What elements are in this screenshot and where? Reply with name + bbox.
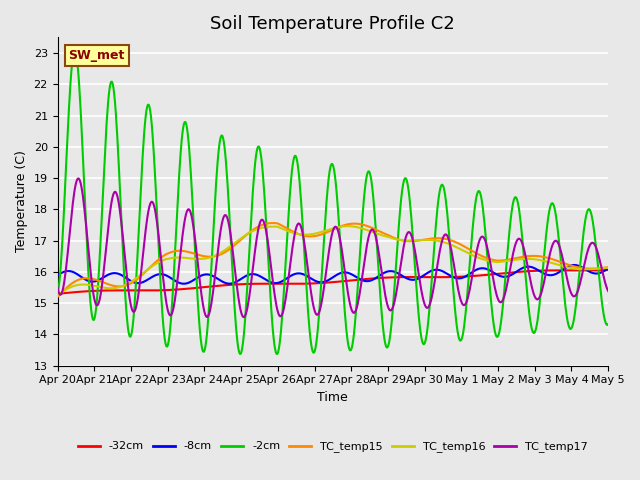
-8cm — [180, 281, 188, 287]
-8cm — [401, 274, 408, 280]
-32cm — [54, 291, 61, 297]
X-axis label: Time: Time — [317, 391, 348, 404]
TC_temp15 — [604, 264, 612, 270]
TC_temp16 — [205, 255, 213, 261]
TC_temp16 — [417, 237, 424, 243]
-8cm — [120, 274, 128, 279]
-32cm — [604, 267, 612, 273]
-8cm — [63, 268, 71, 274]
Line: TC_temp15: TC_temp15 — [58, 223, 608, 297]
TC_temp17 — [417, 288, 425, 293]
Line: TC_temp17: TC_temp17 — [58, 179, 608, 317]
-2cm — [121, 287, 129, 293]
TC_temp15 — [205, 254, 213, 260]
-2cm — [237, 351, 244, 357]
Line: TC_temp16: TC_temp16 — [58, 226, 608, 296]
-32cm — [400, 274, 408, 280]
-32cm — [176, 287, 184, 292]
Legend: -32cm, -8cm, -2cm, TC_temp15, TC_temp16, TC_temp17: -32cm, -8cm, -2cm, TC_temp15, TC_temp16,… — [73, 437, 593, 457]
TC_temp17 — [177, 247, 185, 252]
TC_temp15 — [269, 220, 276, 226]
TC_temp16 — [120, 283, 128, 288]
TC_temp17 — [63, 252, 71, 258]
-2cm — [401, 175, 409, 181]
Line: -32cm: -32cm — [58, 270, 608, 294]
TC_temp17 — [121, 254, 129, 260]
TC_temp17 — [54, 285, 61, 290]
-32cm — [120, 288, 128, 293]
TC_temp16 — [344, 223, 351, 229]
Title: Soil Temperature Profile C2: Soil Temperature Profile C2 — [211, 15, 455, 33]
TC_temp15 — [417, 237, 424, 243]
TC_temp16 — [401, 238, 408, 243]
-8cm — [206, 272, 214, 278]
TC_temp17 — [206, 308, 214, 314]
-2cm — [54, 289, 61, 295]
-8cm — [571, 262, 579, 268]
-2cm — [177, 147, 185, 153]
TC_temp16 — [63, 286, 71, 291]
-32cm — [63, 290, 71, 296]
TC_temp15 — [120, 283, 128, 289]
Text: SW_met: SW_met — [68, 49, 125, 62]
TC_temp16 — [604, 265, 612, 271]
-8cm — [604, 265, 612, 271]
-8cm — [176, 280, 184, 286]
TC_temp17 — [240, 314, 248, 320]
-8cm — [54, 272, 61, 278]
-2cm — [71, 48, 79, 53]
TC_temp16 — [54, 293, 61, 299]
TC_temp15 — [401, 238, 408, 244]
-2cm — [63, 134, 71, 140]
-2cm — [604, 322, 612, 327]
TC_temp15 — [63, 284, 71, 290]
-2cm — [417, 335, 425, 340]
TC_temp17 — [604, 288, 612, 294]
Line: -8cm: -8cm — [58, 265, 608, 284]
TC_temp15 — [176, 248, 184, 253]
Y-axis label: Temperature (C): Temperature (C) — [15, 151, 28, 252]
TC_temp16 — [176, 254, 184, 260]
-8cm — [417, 275, 424, 280]
TC_temp17 — [74, 176, 82, 181]
TC_temp17 — [401, 237, 409, 242]
TC_temp15 — [54, 294, 61, 300]
-32cm — [205, 284, 213, 289]
-2cm — [206, 289, 214, 295]
Line: -2cm: -2cm — [58, 50, 608, 354]
-32cm — [416, 274, 424, 280]
